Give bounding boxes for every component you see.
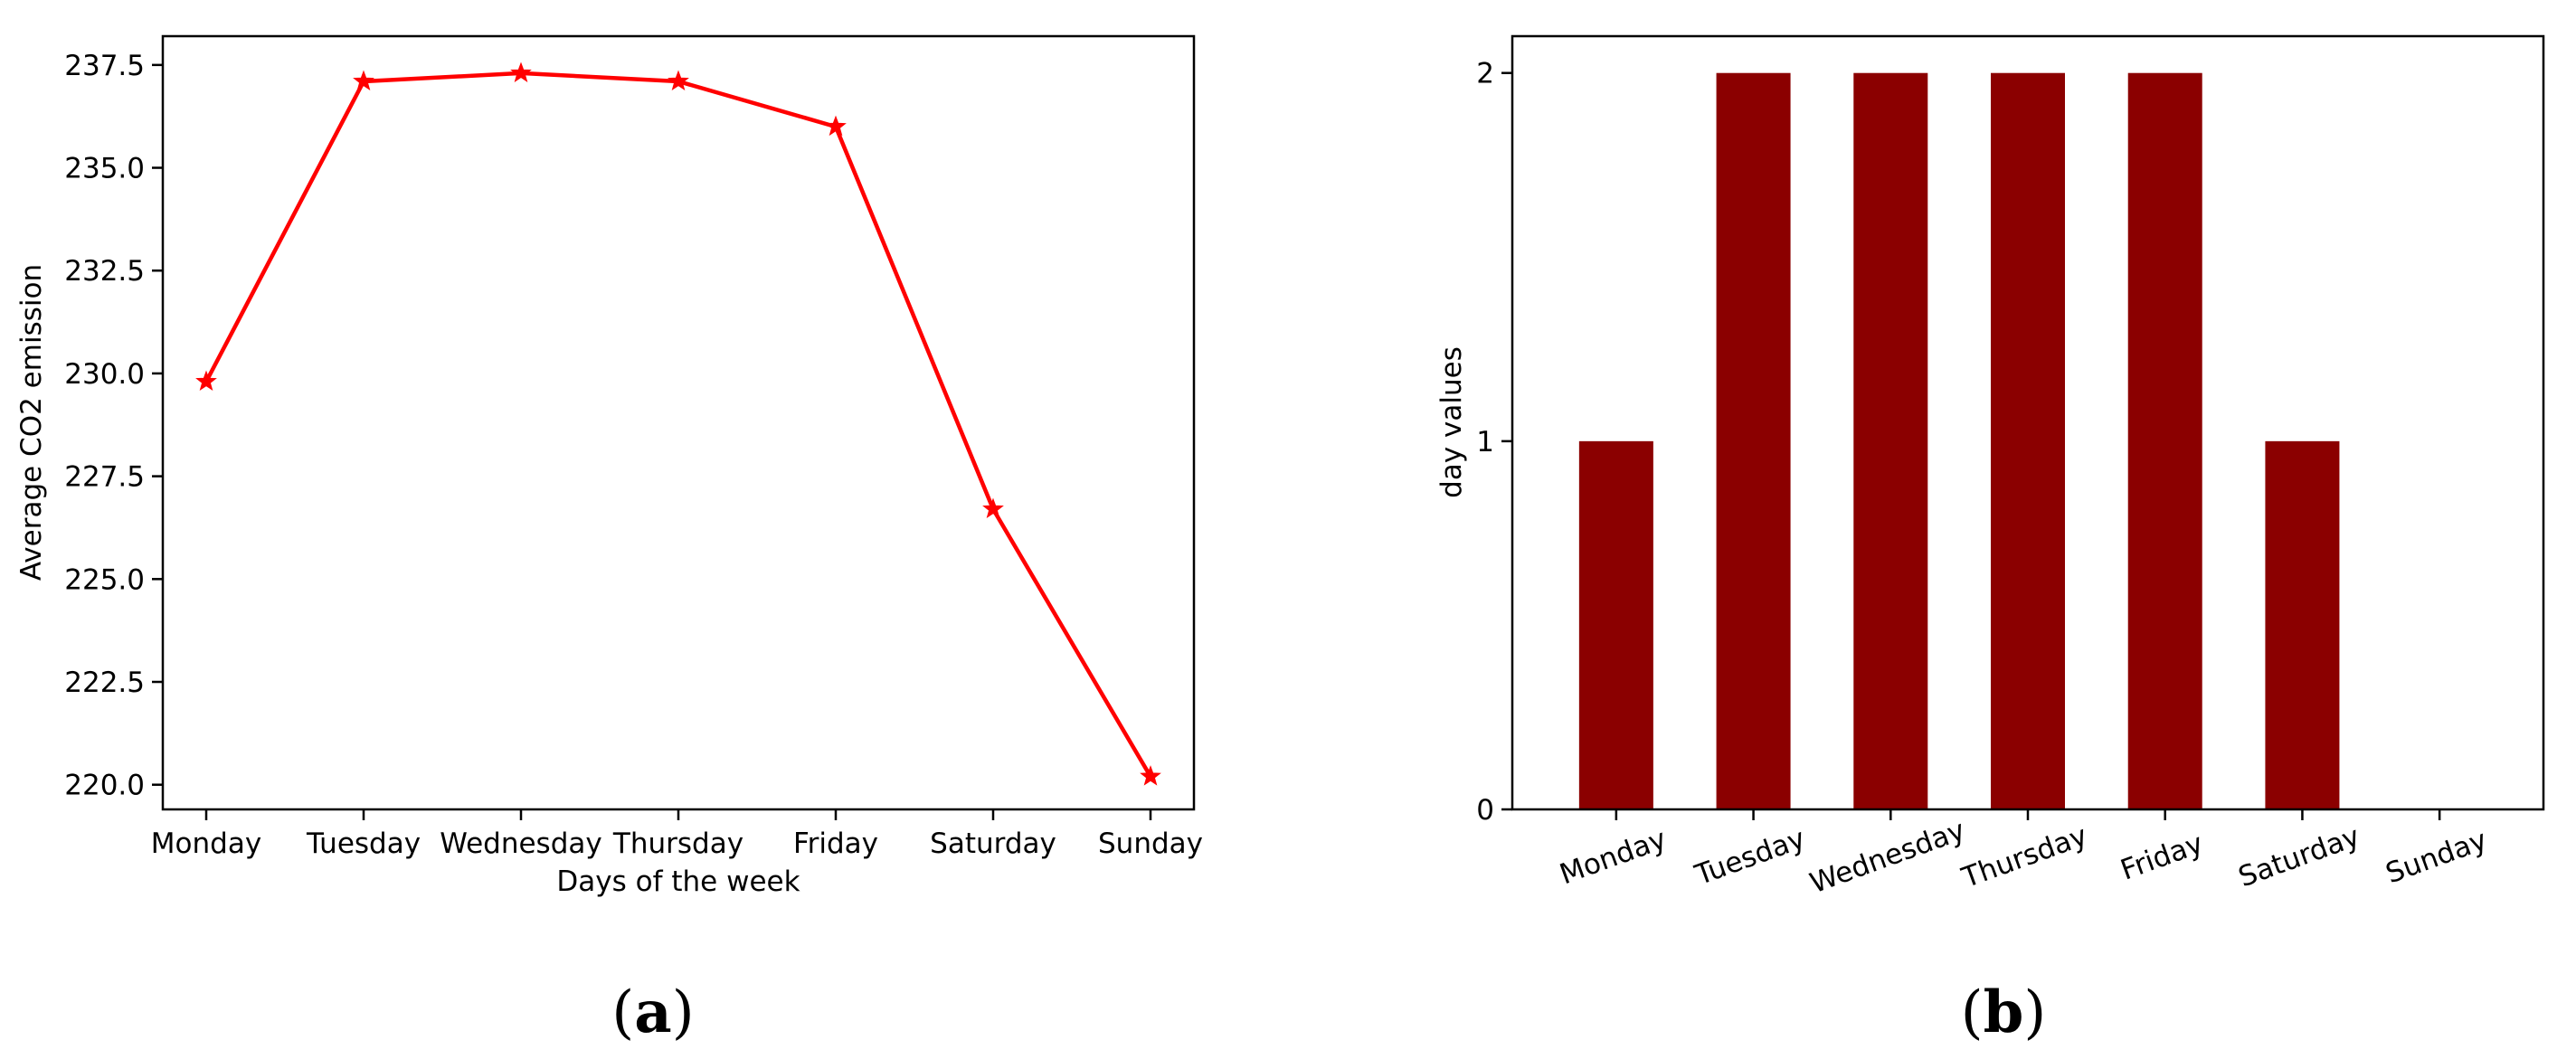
- panel-a-series-line: [204, 71, 1152, 778]
- panel-a-x-tick-label: Thursday: [612, 827, 743, 860]
- panel-a-x-axis-label: Days of the week: [556, 865, 800, 898]
- panel-a-y-tick-label: 227.5: [64, 461, 145, 494]
- panel-a-caption-open: (: [611, 979, 634, 1046]
- panel-b-bars: [1578, 72, 2340, 809]
- panel-a-data-point: [825, 115, 847, 137]
- panel-b-caption-letter: b: [1984, 979, 2024, 1046]
- panel-b-x-tick-label: Sunday: [2382, 824, 2491, 891]
- panel-b-caption-close: ): [2023, 979, 2046, 1046]
- panel-a-x-tick-label: Monday: [151, 827, 261, 860]
- panel-b-bar: [1716, 72, 1791, 809]
- panel-a-y-tick-label: 237.5: [64, 50, 145, 82]
- panel-a-x-tick-label: Tuesday: [306, 827, 421, 860]
- panel-a-data-point: [353, 70, 374, 91]
- panel-a-data-point: [1140, 765, 1161, 786]
- panel-a-data-point: [982, 497, 1004, 519]
- panel-b-x-tick-label: Wednesday: [1805, 814, 1969, 900]
- panel-b-x-tick-label: Saturday: [2234, 820, 2364, 894]
- panel-b-y-axis-label: day values: [1435, 346, 1468, 498]
- panel-a-y-axis-label: Average CO2 emission: [15, 264, 48, 581]
- panel-a-y-tick-label: 222.5: [64, 667, 145, 699]
- panel-a-markers: [195, 61, 1161, 786]
- panel-b-y-tick-label: 1: [1476, 426, 1494, 459]
- panel-b-caption-open: (: [1961, 979, 1984, 1046]
- panel-b-y-tick-label: 2: [1476, 58, 1494, 90]
- panel-b-bar: [1991, 72, 2065, 809]
- panel-a-caption-letter: a: [634, 979, 671, 1046]
- panel-a-data-point: [195, 370, 217, 392]
- panel-b-y-axis: 0 1 2: [1476, 58, 1512, 827]
- panel-a-y-tick-label: 232.5: [64, 255, 145, 288]
- panel-b-x-tick-label: Thursday: [1957, 819, 2092, 894]
- panel-a-y-tick-label: 220.0: [64, 770, 145, 802]
- panel-a-y-tick-label: 225.0: [64, 563, 145, 596]
- panel-a-x-tick-label: Wednesday: [440, 827, 601, 860]
- panel-b-caption: (b): [1961, 979, 2047, 1046]
- panel-b-bar: [2265, 440, 2340, 809]
- panel-b-bar: [1853, 72, 1928, 809]
- panel-a-axes-frame: [161, 34, 1196, 811]
- panel-a-line-chart: 220.0 222.5 225.0 227.5 230.0 232.5 235.0 237.5…: [15, 34, 1203, 1046]
- panel-a-data-point: [668, 70, 689, 91]
- panel-b-x-tick-label: Friday: [2117, 827, 2208, 887]
- panel-a-y-axis: 220.0 222.5 225.0 227.5 230.0 232.5 235.0 237.5: [64, 50, 163, 802]
- panel-a-y-tick-label: 235.0: [64, 153, 145, 185]
- panel-a-x-tick-label: Friday: [793, 827, 878, 860]
- panel-a-caption-close: ): [672, 979, 695, 1046]
- panel-b-y-tick-label: 0: [1476, 794, 1494, 827]
- panel-a-x-tick-label: Sunday: [1098, 827, 1203, 860]
- panel-a-x-axis: Monday Tuesday Wednesday Thursday Friday Satu…: [151, 809, 1203, 860]
- panel-a-x-tick-label: Saturday: [930, 827, 1056, 860]
- panel-b-bar: [1578, 440, 1653, 809]
- panel-a-caption: (a): [611, 979, 694, 1046]
- panel-b-bar: [2127, 72, 2202, 809]
- panel-b-x-tick-label: Monday: [1556, 823, 1671, 892]
- panel-b-x-tick-label: Tuesday: [1690, 822, 1810, 892]
- panel-a-data-point: [510, 61, 532, 82]
- panel-a-y-tick-label: 230.0: [64, 358, 145, 391]
